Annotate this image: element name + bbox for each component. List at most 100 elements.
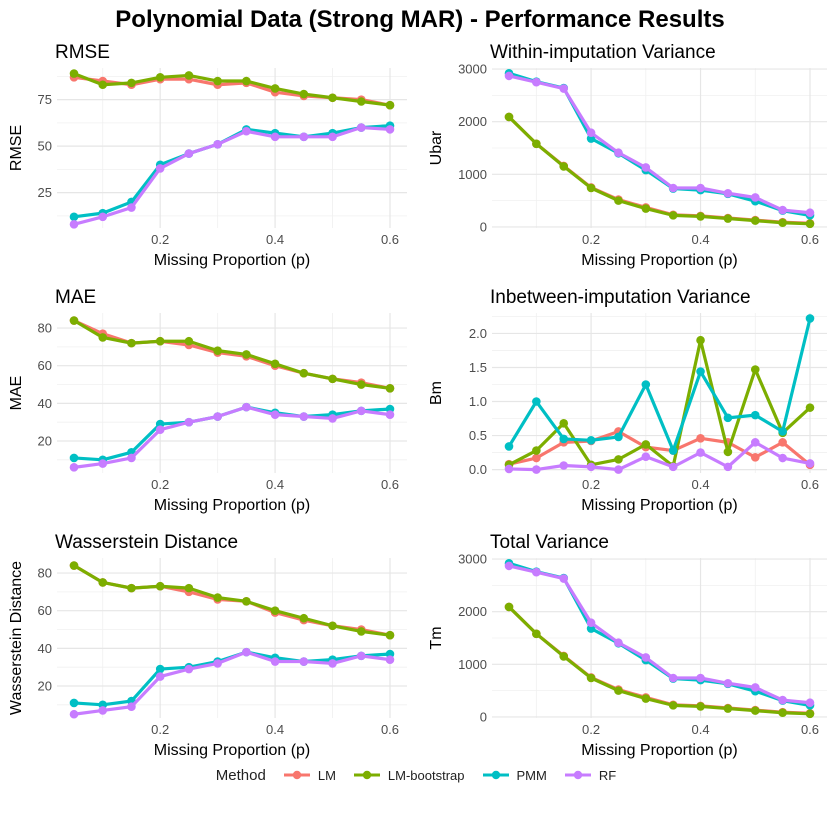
legend-key-lm [283,770,310,780]
data-point-rf [328,659,337,668]
data-point-rf [155,672,165,681]
series-rf [504,561,815,708]
data-point-rf [242,647,251,657]
data-point-lm-bootstrap [213,76,222,86]
data-point-lm-bootstrap [242,350,251,359]
data-point-rf [614,148,623,158]
y-tick-label: 20 [38,679,52,694]
data-point-rf [385,655,395,664]
data-point-lm-bootstrap [805,219,815,229]
x-tick-label: 0.4 [266,722,284,737]
y-tick-label: 0 [480,219,487,234]
data-point-rf [242,126,251,136]
series-line-rf [73,405,391,469]
data-point-lm-bootstrap [750,706,760,715]
data-point-rf [750,438,760,447]
y-tick-label: 2000 [458,114,487,129]
panel-title: Inbetween-imputation Variance [490,287,751,308]
series-pmm [504,558,815,710]
data-point-lm [778,438,787,447]
data-point-pmm [641,380,651,389]
data-point-rf [356,651,366,661]
data-point-rf [532,465,541,474]
series-line-lm [508,429,812,467]
data-point-lm-bootstrap [805,403,815,412]
series-rf [69,402,395,472]
y-axis-label: RMSE [8,125,25,171]
series-rf [504,438,815,474]
data-point-lm-bootstrap [723,214,733,223]
series-line-rf [508,440,811,472]
data-point-pmm [586,436,596,445]
data-point-lm-bootstrap [356,380,366,389]
x-tick-label: 0.6 [801,232,819,247]
data-point-rf [98,706,108,715]
data-point-lm-bootstrap [242,76,251,86]
series-pmm [504,68,815,220]
data-point-lm-bootstrap [184,71,194,80]
y-tick-label: 80 [38,321,52,336]
data-point-rf [723,462,733,472]
data-point-pmm [723,413,733,423]
data-point-rf [641,163,651,172]
series-line-lm-bootstrap [507,605,811,716]
figure-title: Polynomial Data (Strong MAR) - Performan… [115,6,724,33]
legend-item-rf: RF [563,768,616,783]
x-tick-label: 0.4 [266,232,284,247]
y-tick-label: 20 [38,434,52,449]
y-tick-label: 2.0 [469,326,487,341]
data-point-rf [328,132,337,142]
panel-title: Wasserstein Distance [55,532,238,553]
data-point-rf [270,132,280,142]
data-point-lm-bootstrap [127,583,136,593]
data-point-lm [750,453,760,462]
data-point-rf [805,698,815,708]
data-point-rf [69,463,79,472]
data-point-lm-bootstrap [805,709,815,719]
y-tick-label: 1000 [458,657,487,672]
data-point-rf [614,465,623,474]
data-point-rf [328,414,337,423]
y-tick-label: 1000 [458,167,487,182]
panels: 0.2 0.4 0.6 25 50 75 RMSE Missing Proportion (p… [8,42,827,759]
y-tick-label: 3000 [458,552,487,567]
series-line-rf [508,74,811,215]
series-line-pmm [508,71,811,217]
legend-title: Method [215,766,266,784]
x-axis-label: Missing Proportion (p) [581,742,738,759]
y-tick-label: 2000 [458,604,487,619]
data-point-lm-bootstrap [614,455,623,464]
x-tick-label: 0.4 [692,477,710,492]
series-line-pmm [508,561,811,707]
data-point-pmm [696,367,705,376]
data-point-rf [184,149,194,158]
panel-title: Total Variance [490,532,609,553]
x-tick-label: 0.2 [151,232,169,247]
panel-title: RMSE [55,42,110,63]
x-tick-label: 0.2 [582,722,600,737]
series-line-lm [507,605,811,715]
y-tick-label: 3000 [458,62,487,77]
data-point-rf [586,618,596,628]
data-point-rf [723,188,733,198]
data-point-lm [532,453,541,463]
data-point-rf [805,208,815,218]
data-point-lm-bootstrap [356,97,366,106]
data-point-rf [750,683,760,692]
data-point-rf [155,164,165,173]
series-lm [69,73,395,110]
data-point-lm-bootstrap [778,708,787,718]
y-axis-label: Bm [428,381,445,405]
data-point-lm-bootstrap [242,596,251,606]
data-point-lm-bootstrap [155,73,165,82]
data-point-rf [641,653,651,662]
data-point-lm-bootstrap [641,440,651,449]
data-point-rf [778,695,787,705]
data-point-rf [270,657,280,666]
data-point-lm-bootstrap [98,80,108,90]
legend-item-lm: LM [282,768,336,783]
data-point-rf [532,567,541,577]
data-point-lm-bootstrap [69,69,79,78]
x-tick-label: 0.2 [582,477,600,492]
data-point-lm-bootstrap [385,100,395,110]
